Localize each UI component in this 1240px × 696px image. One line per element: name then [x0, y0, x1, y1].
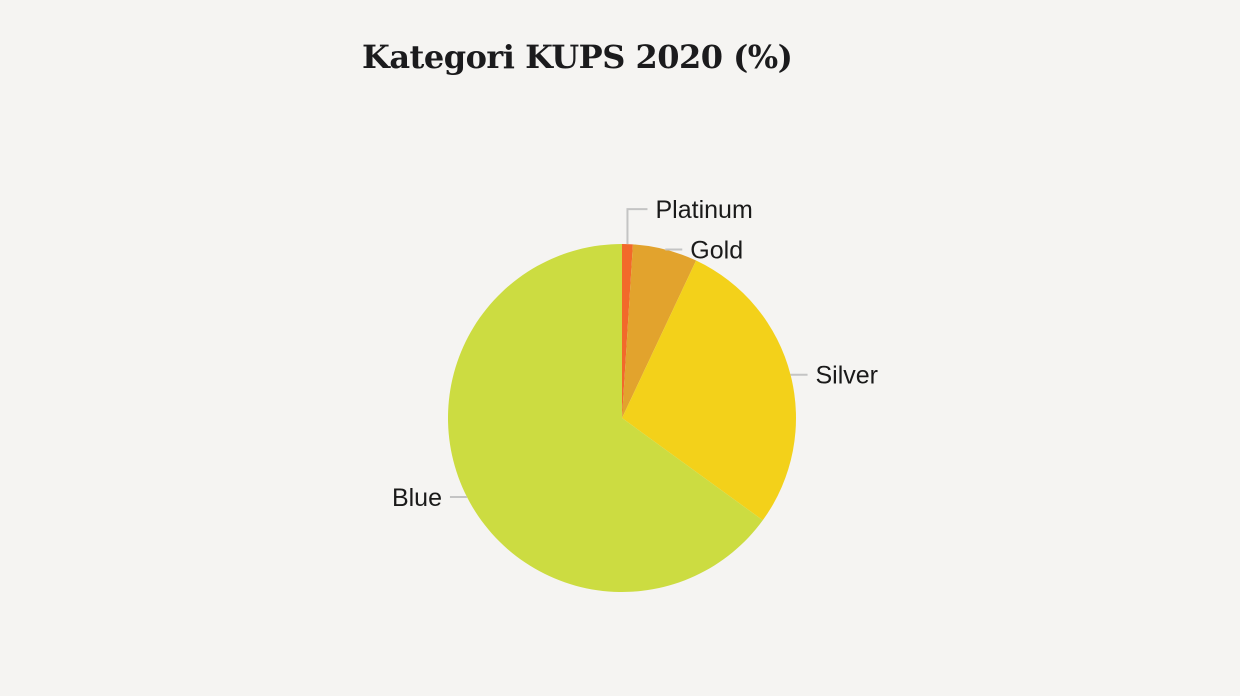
pie-slice-platinum[interactable] [622, 244, 633, 418]
slice-label-silver: Silver [816, 362, 879, 390]
slice-label-blue: Blue [392, 484, 442, 512]
chart-title: Kategori KUPS 2020 (%) [362, 38, 793, 76]
pie-slice-silver[interactable] [622, 260, 796, 521]
pie-slice-gold[interactable] [622, 244, 697, 418]
slice-label-gold: Gold [690, 237, 743, 265]
slice-label-platinum: Platinum [656, 196, 753, 224]
leader-line-platinum [626, 208, 648, 245]
pie-slice-blue[interactable] [447, 244, 763, 592]
